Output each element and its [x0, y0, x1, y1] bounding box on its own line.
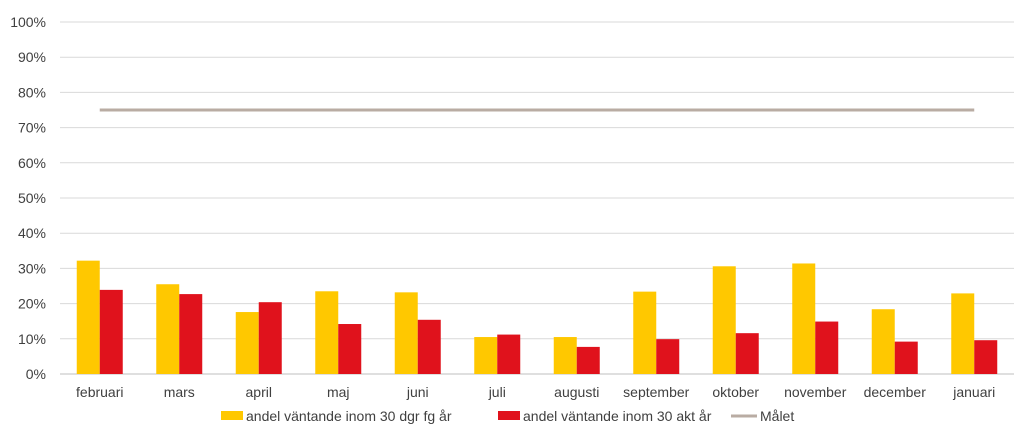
y-tick-label: 40% [18, 225, 46, 241]
x-tick-label: mars [164, 384, 195, 400]
bar-februari-series-1 [76, 260, 100, 374]
y-tick-label: 0% [26, 366, 46, 382]
x-axis: februari mars april maj juni juli augusti septe… [76, 384, 995, 400]
y-tick-label: 60% [18, 155, 46, 171]
x-tick-label: juli [488, 384, 506, 400]
x-tick-label: oktober [712, 384, 759, 400]
y-tick-label: 20% [18, 296, 46, 312]
legend-swatch [498, 411, 520, 420]
y-tick-label: 100% [10, 14, 46, 30]
legend-label: andel väntande inom 30 akt år [523, 408, 712, 424]
x-tick-label: december [864, 384, 927, 400]
y-tick-label: 50% [18, 190, 46, 206]
bar-februari-series-2 [99, 289, 123, 374]
y-axis: 0% 10% 20% 30% 40% 50% 60% 70% 80% 90% 100% [10, 14, 46, 382]
bar-augusti-series-1 [553, 337, 577, 374]
y-tick-label: 30% [18, 260, 46, 276]
bar-april-series-1 [235, 312, 259, 374]
x-tick-label: januari [952, 384, 995, 400]
legend: andel väntande inom 30 dgr fg år andel vä… [221, 408, 794, 424]
x-tick-label: maj [327, 384, 350, 400]
bar-april-series-2 [258, 302, 282, 374]
bar-september-series-1 [633, 291, 657, 374]
x-tick-label: februari [76, 384, 123, 400]
bar-januari-series-1 [951, 293, 975, 374]
x-tick-label: augusti [554, 384, 599, 400]
bar-september-series-2 [656, 339, 680, 374]
bar-augusti-series-2 [576, 346, 600, 374]
bar-november-series-2 [815, 321, 839, 374]
bars [76, 260, 998, 374]
bar-maj-series-2 [338, 324, 362, 374]
legend-label: andel väntande inom 30 dgr fg år [246, 408, 452, 424]
bar-juni-series-1 [394, 292, 418, 374]
y-tick-label: 90% [18, 49, 46, 65]
bar-juli-series-1 [474, 337, 498, 374]
bar-december-series-2 [894, 341, 918, 374]
legend-swatch [221, 411, 243, 420]
bar-oktober-series-1 [712, 266, 736, 374]
x-tick-label: april [246, 384, 272, 400]
y-tick-label: 80% [18, 84, 46, 100]
bar-oktober-series-2 [735, 333, 759, 374]
legend-label: Målet [760, 408, 794, 424]
gridlines [60, 21, 1014, 375]
x-tick-label: juni [406, 384, 429, 400]
bar-december-series-1 [871, 309, 895, 374]
x-tick-label: november [784, 384, 847, 400]
y-tick-label: 10% [18, 331, 46, 347]
bar-juli-series-2 [497, 334, 521, 374]
bar-mars-series-1 [156, 284, 180, 374]
x-tick-label: september [623, 384, 689, 400]
y-tick-label: 70% [18, 120, 46, 136]
bar-mars-series-2 [179, 294, 203, 374]
bar-juni-series-2 [417, 319, 441, 374]
bar-november-series-1 [792, 263, 816, 374]
bar-januari-series-2 [974, 340, 998, 374]
bar-maj-series-1 [315, 291, 339, 374]
